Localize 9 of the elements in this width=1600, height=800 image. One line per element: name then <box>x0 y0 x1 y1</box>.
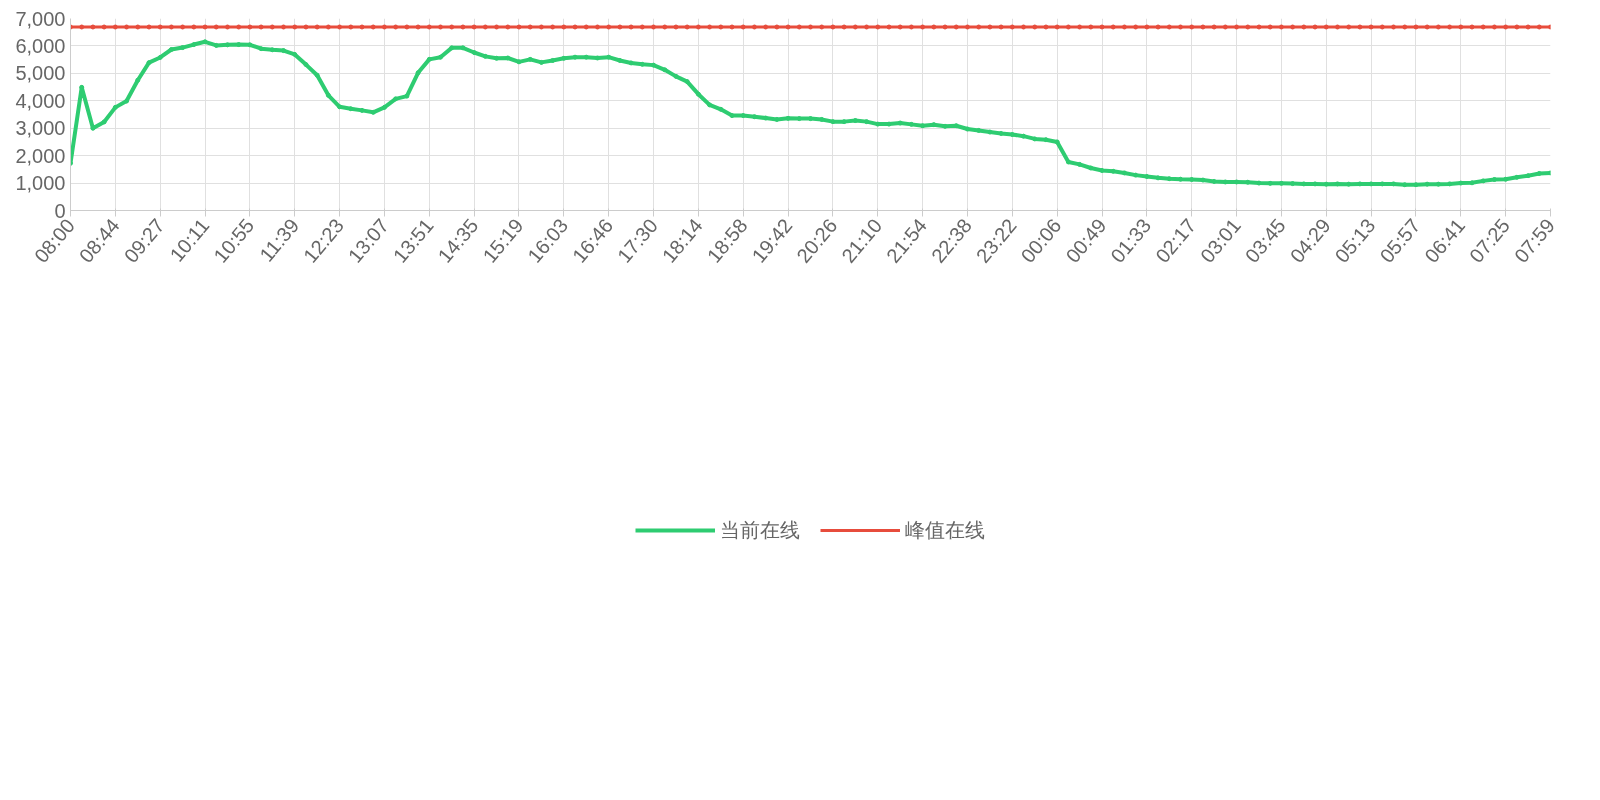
y-tick-label: 4,000 <box>15 89 66 112</box>
y-tick-label: 2,000 <box>15 144 66 167</box>
y-tick-label: 5,000 <box>15 62 66 85</box>
legend-label: 峰值在线 <box>905 517 985 543</box>
legend-label: 当前在线 <box>720 517 800 543</box>
y-tick-label: 1,000 <box>15 172 66 195</box>
y-tick-label: 7,000 <box>15 7 66 30</box>
y-tick-label: 3,000 <box>15 117 66 140</box>
y-tick-label: 6,000 <box>15 34 66 57</box>
